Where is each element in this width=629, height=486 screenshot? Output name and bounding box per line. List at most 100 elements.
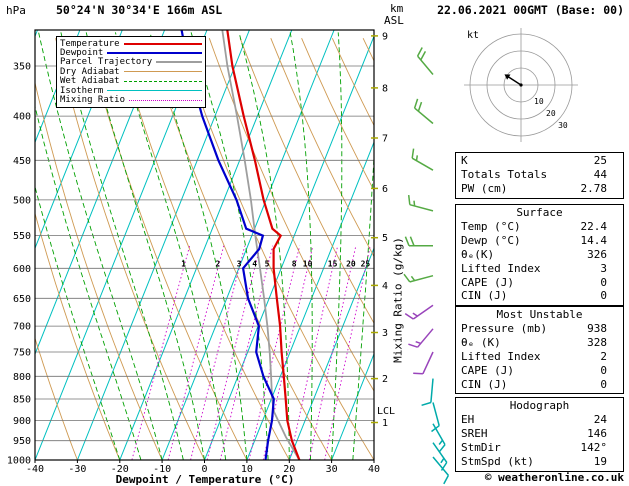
table-row: θₑ(K) 326 xyxy=(456,248,623,262)
svg-text:350: 350 xyxy=(13,62,31,73)
table-row: SREH 146 xyxy=(456,427,623,441)
legend-label: Wet Adiabat xyxy=(60,76,120,87)
hodograph-table: Hodograph EH 24 SREH 146 StmDir 142° Stm… xyxy=(455,397,624,472)
table-row: Totals Totals 44 xyxy=(456,168,623,182)
legend-item: Dry Adiabat xyxy=(60,67,202,77)
legend-line-swatch xyxy=(123,42,202,45)
wind-barb xyxy=(432,456,450,485)
table-header: Hodograph xyxy=(456,399,623,413)
svg-text:2: 2 xyxy=(215,259,220,268)
legend-line-swatch xyxy=(156,61,202,64)
wet-adiabat-lines xyxy=(35,32,374,460)
row-value: 2.78 xyxy=(580,181,608,195)
row-value: 146 xyxy=(587,426,607,440)
svg-text:10: 10 xyxy=(534,97,544,106)
svg-text:9: 9 xyxy=(382,31,388,42)
row-label: StmDir xyxy=(461,440,501,454)
row-label: StmSpd (kt) xyxy=(461,454,534,468)
table-header: Surface xyxy=(456,206,623,220)
wind-barb xyxy=(407,195,434,212)
svg-text:3: 3 xyxy=(237,259,242,268)
wind-barb xyxy=(421,378,434,407)
mixing-ratio-lines xyxy=(131,245,371,460)
table-row: Lifted Index 3 xyxy=(456,262,623,276)
row-value: 25 xyxy=(593,154,607,167)
sounding-curves xyxy=(180,30,301,460)
svg-text:30: 30 xyxy=(558,121,568,130)
wind-barb xyxy=(432,423,446,453)
row-value: 22.4 xyxy=(580,219,608,233)
legend-item: Parcel Trajectory xyxy=(60,57,202,67)
table-row: CAPE (J) 0 xyxy=(456,276,623,290)
table-header: Most Unstable xyxy=(456,308,623,322)
row-label: Pressure (mb) xyxy=(461,321,548,335)
legend-label: Temperature xyxy=(60,38,120,49)
wind-barb xyxy=(416,47,434,75)
row-value: 44 xyxy=(593,167,607,181)
table-row: CIN (J) 0 xyxy=(456,378,623,392)
svg-text:700: 700 xyxy=(13,322,31,333)
row-label: θₑ (K) xyxy=(461,335,501,349)
svg-text:3: 3 xyxy=(382,328,388,339)
table-row: EH 24 xyxy=(456,413,623,427)
wind-barb xyxy=(404,304,434,320)
row-label: θₑ(K) xyxy=(461,247,495,261)
svg-text:450: 450 xyxy=(13,156,31,167)
row-label: CIN (J) xyxy=(461,289,508,303)
row-value: 19 xyxy=(593,454,607,468)
row-value: 3 xyxy=(600,261,607,275)
copyright-link[interactable]: © weatheronline.co.uk xyxy=(484,471,624,484)
row-label: Dewp (°C) xyxy=(461,233,521,247)
row-label: Totals Totals xyxy=(461,167,548,181)
wind-barb xyxy=(411,148,434,171)
wind-barbs xyxy=(403,47,450,485)
table-row: StmDir 142° xyxy=(456,441,623,455)
svg-text:800: 800 xyxy=(13,372,31,383)
svg-text:550: 550 xyxy=(13,231,31,242)
svg-text:750: 750 xyxy=(13,348,31,359)
legend-item: Temperature xyxy=(60,38,202,49)
table-row: θₑ (K) 328 xyxy=(456,336,623,350)
table-row: K 25 xyxy=(456,154,623,168)
temperature-tick-labels: -40 -30 -20 -10 0 10 20 30 40 xyxy=(26,460,380,475)
legend-line-swatch xyxy=(129,99,202,101)
svg-text:600: 600 xyxy=(13,264,31,275)
svg-text:1: 1 xyxy=(181,259,186,268)
temperature-curve xyxy=(226,30,301,460)
svg-text:20: 20 xyxy=(283,464,295,475)
row-value: 0 xyxy=(600,275,607,289)
row-value: 328 xyxy=(587,335,607,349)
row-label: Temp (°C) xyxy=(461,219,521,233)
wind-barb xyxy=(413,98,434,125)
legend-item: Mixing Ratio xyxy=(60,95,202,105)
svg-text:2: 2 xyxy=(382,374,388,385)
row-label: EH xyxy=(461,412,475,426)
row-value: 0 xyxy=(600,289,607,303)
table-row: Temp (°C) 22.4 xyxy=(456,220,623,234)
svg-text:6: 6 xyxy=(382,184,388,195)
svg-text:-20: -20 xyxy=(111,464,129,475)
table-row: Pressure (mb) 938 xyxy=(456,322,623,336)
svg-text:40: 40 xyxy=(368,464,380,475)
row-label: CAPE (J) xyxy=(461,363,514,377)
table-row: CIN (J) 0 xyxy=(456,289,623,303)
svg-text:-30: -30 xyxy=(68,464,86,475)
pressure-axis-unit: hPa xyxy=(6,4,26,17)
legend-line-swatch xyxy=(123,80,202,82)
row-value: 24 xyxy=(593,412,607,426)
svg-text:7: 7 xyxy=(382,134,388,145)
x-axis-label: Dewpoint / Temperature (°C) xyxy=(115,473,295,486)
legend-label: Dewpoint xyxy=(60,48,104,59)
pressure-tick-labels: 350 400 450 500 550 600 650 700 750 800 850 900 950 1… xyxy=(7,62,31,467)
lcl-label: LCL xyxy=(377,406,396,418)
table-title: Most Unstable xyxy=(496,308,583,321)
row-label: CAPE (J) xyxy=(461,275,514,289)
legend-item: Isotherm xyxy=(60,86,202,96)
row-label: K xyxy=(461,154,468,167)
hodograph-unit-label: kt xyxy=(467,30,480,41)
wind-barb xyxy=(404,236,433,247)
svg-text:650: 650 xyxy=(13,294,31,305)
legend-line-swatch xyxy=(107,90,202,92)
row-value: 938 xyxy=(587,321,607,335)
